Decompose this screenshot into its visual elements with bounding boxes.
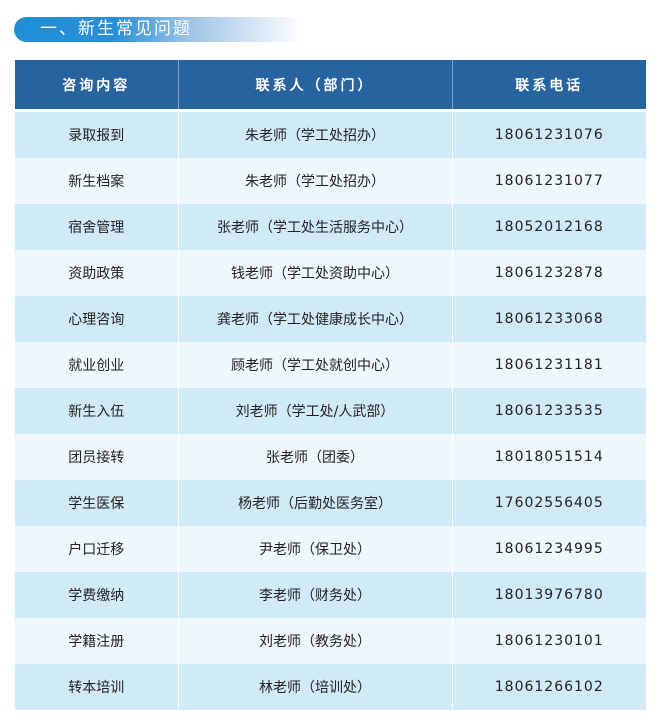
topic-cell: 转本培训 xyxy=(15,664,179,710)
topic-cell: 心理咨询 xyxy=(15,296,179,342)
phone-cell: 18061233068 xyxy=(452,296,646,342)
topic-cell: 学籍注册 xyxy=(15,618,179,664)
section-title: 一、新生常见问题 xyxy=(40,19,192,39)
phone-cell: 18018051514 xyxy=(452,434,646,480)
table-row: 新生入伍 刘老师（学工处/人武部） 18061233535 xyxy=(15,388,646,434)
contact-cell: 张老师（团委） xyxy=(178,434,453,480)
phone-cell: 18061232878 xyxy=(452,250,646,296)
topic-cell: 新生入伍 xyxy=(15,388,179,434)
table-row: 学费缴纳 李老师（财务处） 18013976780 xyxy=(15,572,646,618)
table-row: 转本培训 林老师（培训处） 18061266102 xyxy=(15,664,646,710)
contact-cell: 林老师（培训处） xyxy=(178,664,453,710)
table-row: 宿舍管理 张老师（学工处生活服务中心） 18052012168 xyxy=(15,204,646,250)
header-phone: 联系电话 xyxy=(452,60,646,112)
topic-cell: 团员接转 xyxy=(15,434,179,480)
topic-cell: 新生档案 xyxy=(15,158,179,204)
phone-cell: 18061231076 xyxy=(452,110,646,158)
topic-cell: 学生医保 xyxy=(15,480,179,526)
contact-table: 咨询内容 联系人（部门） 联系电话 录取报到 朱老师（学工处招办） 18061231… xyxy=(15,60,646,710)
topic-cell: 学费缴纳 xyxy=(15,572,179,618)
header-contact: 联系人（部门） xyxy=(178,60,453,112)
contact-cell: 顾老师（学工处就创中心） xyxy=(178,342,453,388)
topic-cell: 就业创业 xyxy=(15,342,179,388)
phone-cell: 18013976780 xyxy=(452,572,646,618)
table-row: 新生档案 朱老师（学工处招办） 18061231077 xyxy=(15,158,646,204)
phone-cell: 18061231077 xyxy=(452,158,646,204)
phone-cell: 18061231181 xyxy=(452,342,646,388)
contact-cell: 李老师（财务处） xyxy=(178,572,453,618)
phone-cell: 18052012168 xyxy=(452,204,646,250)
contact-cell: 刘老师（学工处/人武部） xyxy=(178,388,453,434)
topic-cell: 宿舍管理 xyxy=(15,204,179,250)
contact-cell: 尹老师（保卫处） xyxy=(178,526,453,572)
phone-cell: 18061234995 xyxy=(452,526,646,572)
table-row: 录取报到 朱老师（学工处招办） 18061231076 xyxy=(15,110,646,158)
table-row: 团员接转 张老师（团委） 18018051514 xyxy=(15,434,646,480)
table-row: 户口迁移 尹老师（保卫处） 18061234995 xyxy=(15,526,646,572)
contact-cell: 朱老师（学工处招办） xyxy=(178,158,453,204)
section-banner: 一、新生常见问题 xyxy=(14,17,304,42)
topic-cell: 户口迁移 xyxy=(15,526,179,572)
header-topic: 咨询内容 xyxy=(15,60,179,112)
contact-cell: 杨老师（后勤处医务室） xyxy=(178,480,453,526)
phone-cell: 18061230101 xyxy=(452,618,646,664)
table-row: 学籍注册 刘老师（教务处） 18061230101 xyxy=(15,618,646,664)
phone-cell: 18061233535 xyxy=(452,388,646,434)
table-row: 学生医保 杨老师（后勤处医务室） 17602556405 xyxy=(15,480,646,526)
contact-cell: 朱老师（学工处招办） xyxy=(178,110,453,158)
contact-cell: 钱老师（学工处资助中心） xyxy=(178,250,453,296)
phone-cell: 17602556405 xyxy=(452,480,646,526)
topic-cell: 资助政策 xyxy=(15,250,179,296)
table-row: 就业创业 顾老师（学工处就创中心） 18061231181 xyxy=(15,342,646,388)
phone-cell: 18061266102 xyxy=(452,664,646,710)
topic-cell: 录取报到 xyxy=(15,110,179,158)
contact-cell: 刘老师（教务处） xyxy=(178,618,453,664)
table-row: 心理咨询 龚老师（学工处健康成长中心） 18061233068 xyxy=(15,296,646,342)
table-row: 资助政策 钱老师（学工处资助中心） 18061232878 xyxy=(15,250,646,296)
table-header-row: 咨询内容 联系人（部门） 联系电话 xyxy=(15,60,646,112)
contact-cell: 龚老师（学工处健康成长中心） xyxy=(178,296,453,342)
contact-cell: 张老师（学工处生活服务中心） xyxy=(178,204,453,250)
